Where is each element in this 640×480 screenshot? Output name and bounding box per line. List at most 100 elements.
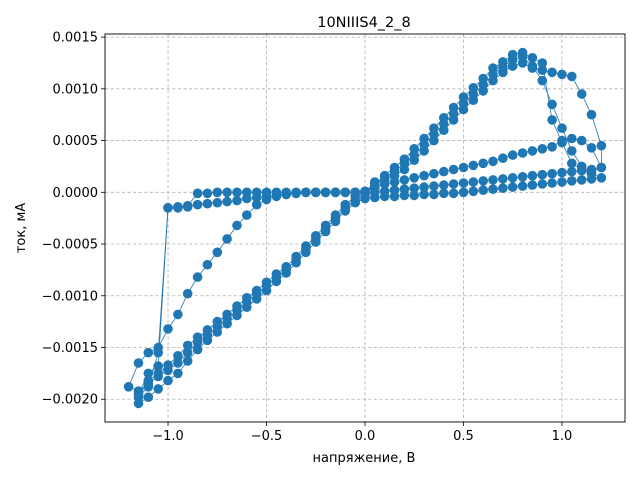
data-point	[212, 187, 223, 198]
data-point	[379, 191, 390, 202]
data-point	[537, 65, 548, 75]
data-point	[576, 89, 587, 99]
data-point	[468, 186, 479, 197]
series-line	[138, 52, 602, 398]
data-point	[498, 174, 508, 184]
data-point	[557, 135, 567, 146]
data-point	[192, 332, 203, 343]
data-point	[173, 202, 183, 212]
data-point	[527, 180, 538, 190]
data-point	[261, 277, 272, 288]
data-point	[567, 146, 577, 156]
data-point	[409, 183, 420, 193]
data-point	[202, 198, 213, 209]
data-point	[242, 210, 252, 220]
data-point	[547, 142, 557, 152]
series-line	[138, 56, 602, 405]
data-point	[399, 175, 410, 185]
y-axis-ticks: −0.0020 −0.0015 −0.0010 −0.0005 0.0000 0.0005…	[42, 31, 105, 408]
data-point	[389, 191, 400, 202]
data-point	[547, 67, 557, 78]
data-point	[409, 144, 420, 154]
data-point	[596, 173, 607, 183]
data-point	[527, 170, 538, 181]
data-point	[448, 102, 459, 113]
data-point	[567, 71, 577, 82]
data-point	[242, 302, 252, 313]
data-point	[586, 143, 597, 153]
data-point	[389, 162, 400, 173]
data-point	[567, 166, 577, 177]
data-point	[478, 158, 489, 169]
data-point	[419, 170, 429, 181]
data-point	[173, 358, 183, 368]
data-point	[311, 187, 321, 198]
data-point	[202, 259, 213, 270]
x-tick-label: 1.0	[552, 429, 573, 444]
x-tick-label: 0.5	[453, 429, 474, 444]
data-point	[232, 310, 242, 321]
data-point	[153, 368, 163, 379]
data-point	[586, 167, 597, 178]
data-point	[547, 178, 557, 188]
data-point	[291, 251, 301, 262]
data-point	[586, 109, 597, 120]
data-point	[232, 195, 242, 206]
data-point	[429, 181, 439, 191]
data-point	[222, 234, 232, 244]
data-point	[567, 158, 577, 169]
data-point	[379, 170, 390, 181]
data-point	[281, 187, 292, 198]
data-point	[232, 301, 242, 311]
data-point	[576, 175, 587, 185]
data-point	[350, 187, 361, 198]
data-point	[182, 356, 193, 366]
data-point	[202, 325, 213, 335]
data-point	[498, 153, 508, 163]
data-point	[439, 180, 449, 190]
data-point	[478, 73, 489, 84]
data-point	[478, 176, 489, 186]
data-point	[320, 187, 331, 198]
y-axis-label: ток, мА	[14, 203, 29, 253]
data-point	[212, 247, 223, 258]
data-point	[596, 140, 607, 151]
data-point	[212, 197, 223, 208]
x-axis-ticks: −1.0 −0.5 0.0 0.5 1.0	[152, 422, 572, 444]
data-point	[439, 188, 449, 199]
data-point	[498, 57, 508, 67]
data-point	[389, 177, 400, 187]
data-point	[547, 115, 557, 125]
data-point	[192, 199, 203, 210]
data-point	[261, 187, 272, 198]
data-point	[399, 154, 410, 164]
data-point	[163, 324, 173, 334]
data-point	[399, 190, 410, 201]
data-point	[429, 189, 439, 200]
x-tick-label: 0.0	[355, 429, 376, 444]
data-point	[143, 347, 154, 358]
data-point	[527, 53, 538, 63]
y-tick-label: 0.0010	[53, 82, 99, 97]
data-point	[182, 201, 193, 211]
data-point	[222, 196, 232, 207]
data-point	[251, 294, 262, 304]
data-point	[419, 189, 429, 200]
data-point	[567, 176, 577, 186]
data-point	[251, 199, 262, 210]
y-tick-label: −0.0020	[42, 393, 98, 408]
data-point	[458, 187, 469, 198]
data-point	[202, 188, 213, 199]
data-point	[222, 309, 232, 320]
data-point	[340, 187, 351, 198]
data-point	[468, 177, 479, 187]
data-point	[320, 220, 331, 231]
data-point	[557, 167, 567, 178]
data-point	[458, 92, 469, 102]
data-point	[143, 392, 154, 403]
y-tick-label: −0.0010	[42, 289, 98, 304]
data-point	[311, 231, 321, 241]
series-2	[133, 52, 607, 409]
data-point	[153, 384, 163, 394]
data-point	[557, 69, 567, 80]
